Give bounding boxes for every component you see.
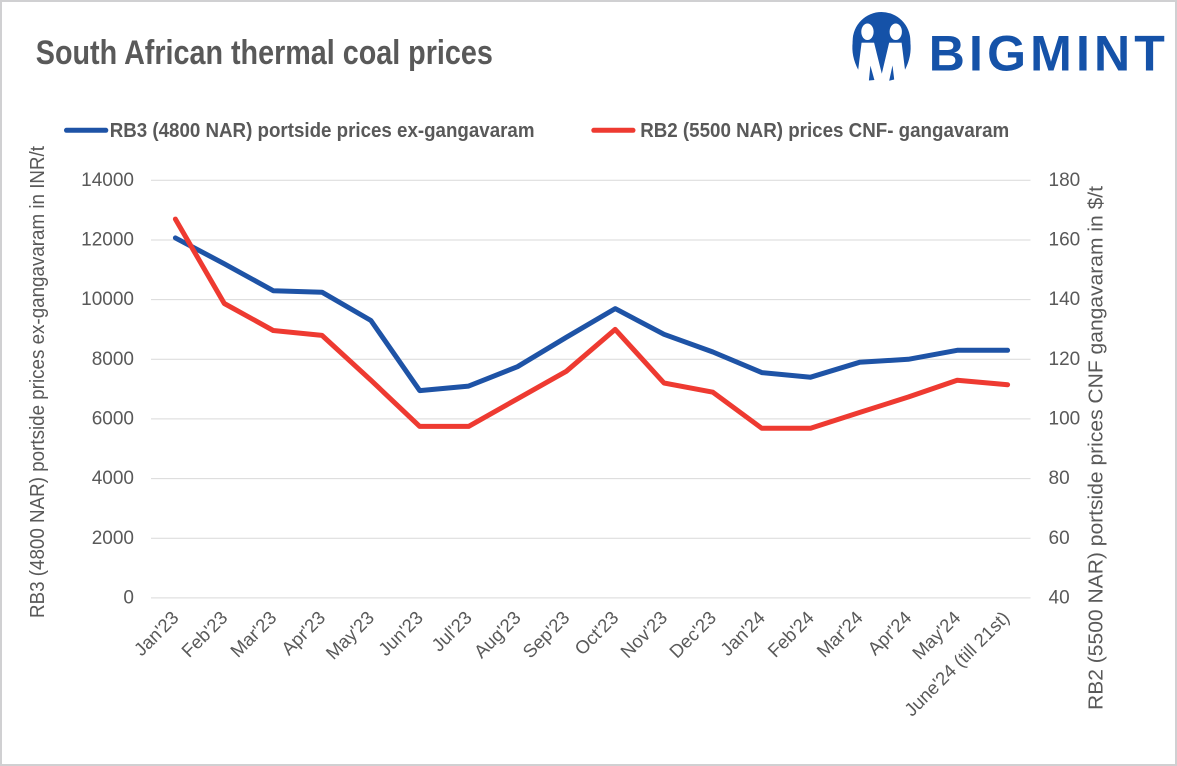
svg-text:80: 80 <box>1049 468 1070 489</box>
svg-text:2000: 2000 <box>92 528 134 549</box>
svg-text:South African thermal coal pri: South African thermal coal prices <box>36 34 493 72</box>
svg-text:0: 0 <box>123 588 134 609</box>
svg-text:10000: 10000 <box>81 289 134 310</box>
svg-text:8000: 8000 <box>92 349 134 370</box>
svg-text:6000: 6000 <box>92 409 134 430</box>
svg-text:120: 120 <box>1049 349 1081 370</box>
svg-text:14000: 14000 <box>81 170 134 191</box>
svg-text:12000: 12000 <box>81 230 134 251</box>
svg-text:4000: 4000 <box>92 468 134 489</box>
svg-text:140: 140 <box>1049 289 1081 310</box>
svg-text:60: 60 <box>1049 528 1070 549</box>
svg-text:RB2 (5500 NAR) prices CNF- gan: RB2 (5500 NAR) prices CNF- gangavaram <box>640 120 1009 142</box>
svg-text:RB3 (4800 NAR) portside prices: RB3 (4800 NAR) portside prices ex-gangav… <box>27 146 49 618</box>
svg-text:40: 40 <box>1049 588 1070 609</box>
svg-text:180: 180 <box>1049 170 1081 191</box>
svg-text:RB3 (4800 NAR) portside prices: RB3 (4800 NAR) portside prices ex-gangav… <box>110 120 535 142</box>
svg-text:100: 100 <box>1049 409 1081 430</box>
svg-text:BIGMINT: BIGMINT <box>929 25 1165 81</box>
svg-text:160: 160 <box>1049 230 1081 251</box>
svg-text:RB2 (5500 NAR) portside prices: RB2 (5500 NAR) portside prices CNF ganga… <box>1086 186 1108 710</box>
